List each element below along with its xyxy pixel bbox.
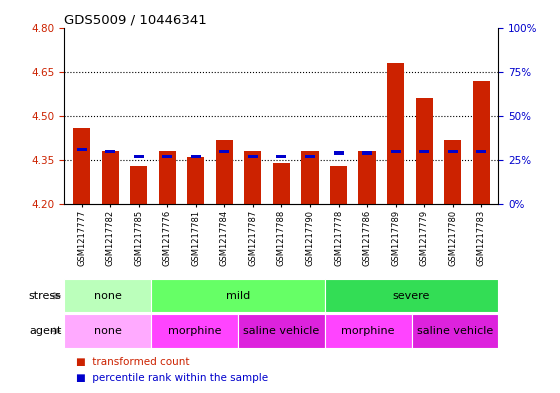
Text: stress: stress <box>29 291 62 301</box>
Bar <box>362 151 372 155</box>
Bar <box>158 151 176 204</box>
Bar <box>305 155 315 158</box>
Bar <box>248 155 258 158</box>
Bar <box>101 151 119 204</box>
Bar <box>220 150 229 153</box>
Bar <box>325 279 498 312</box>
Text: morphine: morphine <box>168 326 221 336</box>
Bar <box>325 314 412 348</box>
Bar <box>301 151 319 204</box>
Text: saline vehicle: saline vehicle <box>243 326 320 336</box>
Bar <box>277 155 286 158</box>
Bar <box>191 155 200 158</box>
Bar <box>187 157 204 204</box>
Bar <box>416 98 433 204</box>
Bar <box>134 155 143 158</box>
Bar <box>64 314 151 348</box>
Bar <box>216 140 233 204</box>
Bar <box>105 150 115 153</box>
Bar <box>330 166 347 204</box>
Bar <box>77 148 87 151</box>
Bar <box>64 279 151 312</box>
Text: ■  transformed count: ■ transformed count <box>76 357 189 367</box>
Bar <box>162 155 172 158</box>
Bar <box>447 150 458 153</box>
Bar <box>387 63 404 204</box>
Text: mild: mild <box>226 291 250 301</box>
Bar <box>358 151 376 204</box>
Text: agent: agent <box>29 326 62 336</box>
Bar <box>334 151 343 155</box>
Bar <box>73 128 90 204</box>
Text: GDS5009 / 10446341: GDS5009 / 10446341 <box>64 14 207 27</box>
Bar <box>151 314 238 348</box>
Text: none: none <box>94 326 122 336</box>
Bar <box>244 151 262 204</box>
Text: morphine: morphine <box>342 326 395 336</box>
Bar <box>238 314 325 348</box>
Text: severe: severe <box>393 291 430 301</box>
Text: ■  percentile rank within the sample: ■ percentile rank within the sample <box>76 373 268 383</box>
Bar <box>473 81 490 204</box>
Text: saline vehicle: saline vehicle <box>417 326 493 336</box>
Bar <box>444 140 461 204</box>
Bar <box>130 166 147 204</box>
Bar <box>476 150 486 153</box>
Bar <box>273 163 290 204</box>
Bar <box>151 279 325 312</box>
Bar <box>419 150 429 153</box>
Bar <box>412 314 498 348</box>
Bar <box>391 150 400 153</box>
Text: none: none <box>94 291 122 301</box>
